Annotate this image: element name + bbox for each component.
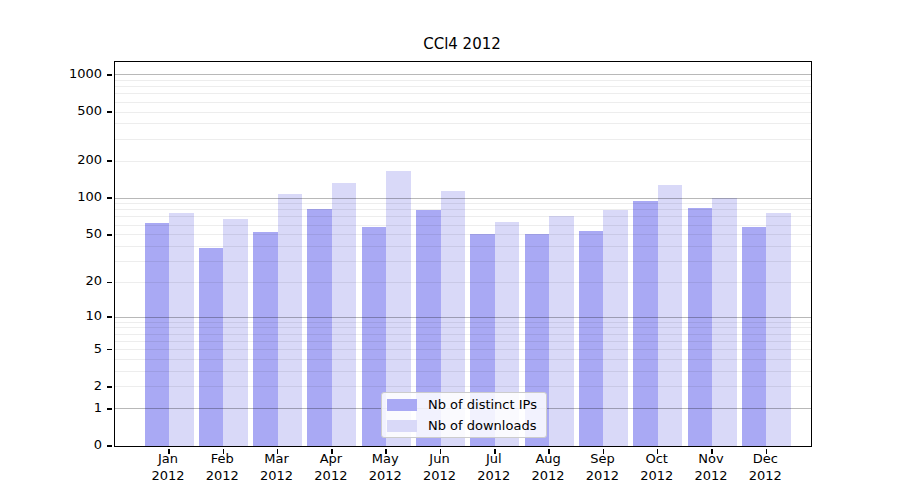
- x-axis-tick-label-dec: Dec 2012: [730, 450, 800, 484]
- bar-downloads-feb: [223, 219, 248, 446]
- y-axis-tick-mark: [107, 316, 112, 318]
- figure: CCl4 2012 Nb of distinct IPs Nb of downl…: [0, 0, 900, 500]
- y-axis-tick-label: 100: [32, 189, 102, 205]
- gridline-minor: [115, 203, 811, 204]
- y-axis-tick-label: 5: [32, 341, 102, 357]
- legend-swatch-downloads: [387, 420, 417, 432]
- gridline-minor: [115, 261, 811, 262]
- gridline-minor: [115, 359, 811, 360]
- legend-swatch-distinct-ips: [387, 399, 417, 411]
- legend: Nb of distinct IPs Nb of downloads: [381, 392, 547, 438]
- bar-distinct-ips-sep: [579, 231, 604, 446]
- y-axis-tick-label: 1: [32, 400, 102, 416]
- gridline-minor: [115, 246, 811, 247]
- gridline-minor: [115, 86, 811, 87]
- gridline-major: [115, 74, 811, 75]
- gridline-minor: [115, 80, 811, 81]
- gridline-minor: [115, 371, 811, 372]
- gridline-minor: [115, 386, 811, 387]
- bar-downloads-apr: [332, 183, 357, 446]
- gridline-minor: [115, 123, 811, 124]
- y-axis-tick-mark: [107, 282, 112, 284]
- y-axis-tick-mark: [107, 234, 112, 236]
- legend-label-distinct-ips: Nb of distinct IPs: [428, 397, 537, 412]
- gridline-major: [115, 198, 811, 199]
- y-axis-tick-mark: [107, 160, 112, 162]
- gridline-minor: [115, 282, 811, 283]
- gridline-minor: [115, 327, 811, 328]
- y-axis-tick-label: 0: [32, 437, 102, 453]
- gridline-minor: [115, 139, 811, 140]
- y-axis-tick-label: 10: [32, 308, 102, 324]
- bar-distinct-ips-dec: [742, 227, 767, 446]
- gridline-major: [115, 317, 811, 318]
- gridline-minor: [115, 209, 811, 210]
- bar-downloads-aug: [549, 216, 574, 446]
- gridline-minor: [115, 334, 811, 335]
- gridline-minor: [115, 102, 811, 103]
- gridline-minor: [115, 341, 811, 342]
- gridline-minor: [115, 112, 811, 113]
- legend-item-distinct-ips: Nb of distinct IPs: [382, 396, 546, 414]
- chart-title: CCl4 2012: [114, 35, 810, 53]
- plot-area: Nb of distinct IPs Nb of downloads: [114, 61, 812, 447]
- y-axis-tick-label: 1000: [32, 66, 102, 82]
- y-axis-tick-mark: [107, 349, 112, 351]
- y-axis-tick-label: 2: [32, 378, 102, 394]
- y-axis-tick-label: 50: [32, 226, 102, 242]
- y-axis-tick-mark: [107, 197, 112, 199]
- bar-downloads-jan: [169, 213, 194, 446]
- gridline-minor: [115, 161, 811, 162]
- legend-label-downloads: Nb of downloads: [428, 418, 536, 433]
- y-axis-tick-mark: [107, 74, 112, 76]
- bar-distinct-ips-feb: [199, 248, 224, 446]
- gridline-minor: [115, 349, 811, 350]
- bar-distinct-ips-mar: [253, 232, 278, 446]
- y-axis-tick-mark: [107, 408, 112, 410]
- legend-item-downloads: Nb of downloads: [382, 417, 546, 435]
- gridline-minor: [115, 322, 811, 323]
- y-axis-tick-label: 500: [32, 103, 102, 119]
- y-axis-tick-mark: [107, 386, 112, 388]
- bar-downloads-dec: [766, 213, 791, 446]
- y-axis-tick-label: 200: [32, 152, 102, 168]
- y-axis-tick-mark: [107, 111, 112, 113]
- gridline-minor: [115, 93, 811, 94]
- gridline-minor: [115, 225, 811, 226]
- y-axis-tick-label: 20: [32, 273, 102, 289]
- gridline-minor: [115, 216, 811, 217]
- gridline-minor: [115, 234, 811, 235]
- y-axis-tick-mark: [107, 445, 112, 447]
